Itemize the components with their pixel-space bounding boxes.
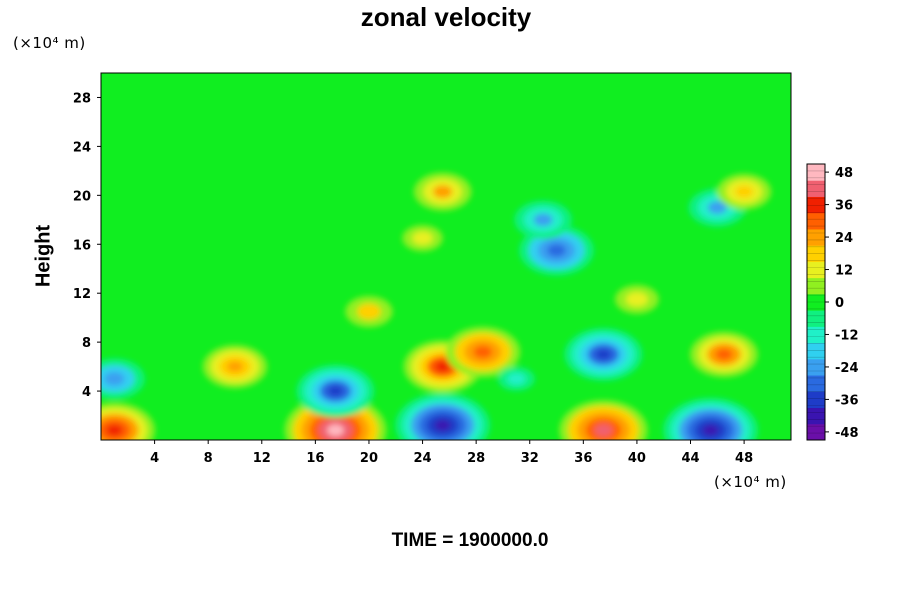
- x-tick-label: 28: [467, 451, 485, 466]
- colorbar-swatch: [807, 391, 825, 409]
- y-tick-label: 20: [73, 189, 91, 204]
- colorbar-tick-label: -48: [835, 426, 859, 441]
- x-tick-label: 24: [414, 451, 432, 466]
- x-tick-label: 48: [735, 451, 753, 466]
- time-label: TIME = 1900000.0: [391, 530, 549, 551]
- x-tick-label: 8: [204, 451, 213, 466]
- colorbar-swatch: [807, 423, 825, 441]
- colorbar-tick-label: 12: [835, 264, 853, 279]
- y-axis-ticks: 4 8 12 16 20 24 28: [73, 91, 101, 400]
- x-axis-unit: (×10⁴ m): [714, 473, 787, 491]
- colorbar-tick-label: -24: [835, 361, 859, 376]
- x-tick-label: 36: [574, 451, 592, 466]
- x-tick-label: 32: [521, 451, 539, 466]
- colorbar-tick-label: 0: [835, 296, 844, 311]
- colorbar-swatch: [807, 261, 825, 279]
- colorbar-swatch: [807, 212, 825, 230]
- velocity-cell: [226, 361, 244, 372]
- x-tick-label: 12: [253, 451, 271, 466]
- colorbar-swatch: [807, 228, 825, 246]
- velocity-cell: [434, 361, 451, 372]
- colorbar-tick-label: 48: [835, 166, 853, 181]
- colorbar-swatch: [807, 245, 825, 262]
- colorbar-swatch: [807, 375, 825, 392]
- x-tick-label: 4: [150, 451, 159, 466]
- colorbar-swatch: [807, 293, 825, 311]
- velocity-cell: [715, 348, 733, 361]
- x-axis-ticks: 4 8 12 16 20 24 28 32 36 40 44 48: [150, 440, 753, 466]
- y-tick-label: 12: [73, 287, 91, 302]
- colorbar-swatch: [807, 358, 825, 376]
- y-tick-label: 4: [82, 385, 91, 400]
- velocity-cell: [702, 424, 719, 436]
- colorbar-tick-label: 36: [835, 199, 853, 214]
- velocity-cell: [735, 185, 754, 198]
- x-tick-label: 44: [681, 451, 699, 466]
- velocity-cell: [473, 345, 493, 359]
- y-tick-label: 24: [73, 140, 91, 155]
- colorbar-swatch: [807, 310, 825, 327]
- colorbar-swatch: [807, 196, 825, 214]
- colorbar-tick-label: 24: [835, 231, 853, 246]
- velocity-field: [101, 172, 772, 440]
- velocity-cell: [357, 303, 381, 320]
- velocity-cell: [104, 372, 125, 386]
- plot-frame: [100, 72, 792, 441]
- colorbar-tick-label: -12: [835, 328, 859, 343]
- y-tick-label: 8: [82, 336, 91, 351]
- velocity-cell: [625, 292, 648, 307]
- colorbar-swatch: [807, 277, 825, 295]
- velocity-cell: [434, 419, 451, 431]
- velocity-cell: [547, 244, 566, 257]
- colorbar-tick-label: -36: [835, 393, 859, 408]
- x-tick-label: 40: [628, 451, 646, 466]
- colorbar-swatch: [807, 326, 825, 344]
- velocity-cell: [533, 213, 553, 227]
- colorbar-swatch: [807, 164, 825, 181]
- colorbar: [806, 163, 826, 441]
- chart-title: zonal velocity: [360, 2, 532, 32]
- velocity-cell: [433, 185, 453, 199]
- colorbar-swatch: [807, 342, 825, 360]
- x-tick-label: 16: [306, 451, 324, 466]
- colorbar-swatch: [807, 180, 825, 197]
- velocity-cell: [594, 424, 613, 437]
- velocity-cell: [507, 372, 526, 385]
- velocity-cell: [595, 349, 612, 360]
- y-axis-unit: (×10⁴ m): [13, 34, 86, 52]
- x-tick-label: 20: [360, 451, 378, 466]
- y-tick-label: 16: [73, 238, 91, 253]
- velocity-cell: [326, 424, 344, 437]
- velocity-cell: [707, 201, 727, 214]
- velocity-cell: [106, 424, 123, 436]
- velocity-cell: [412, 231, 433, 245]
- velocity-cell: [327, 385, 344, 397]
- colorbar-ticks: 48 36 24 12 0 -12 -24 -36 -48: [825, 166, 859, 441]
- colorbar-swatch: [807, 407, 825, 425]
- y-tick-label: 28: [73, 91, 91, 106]
